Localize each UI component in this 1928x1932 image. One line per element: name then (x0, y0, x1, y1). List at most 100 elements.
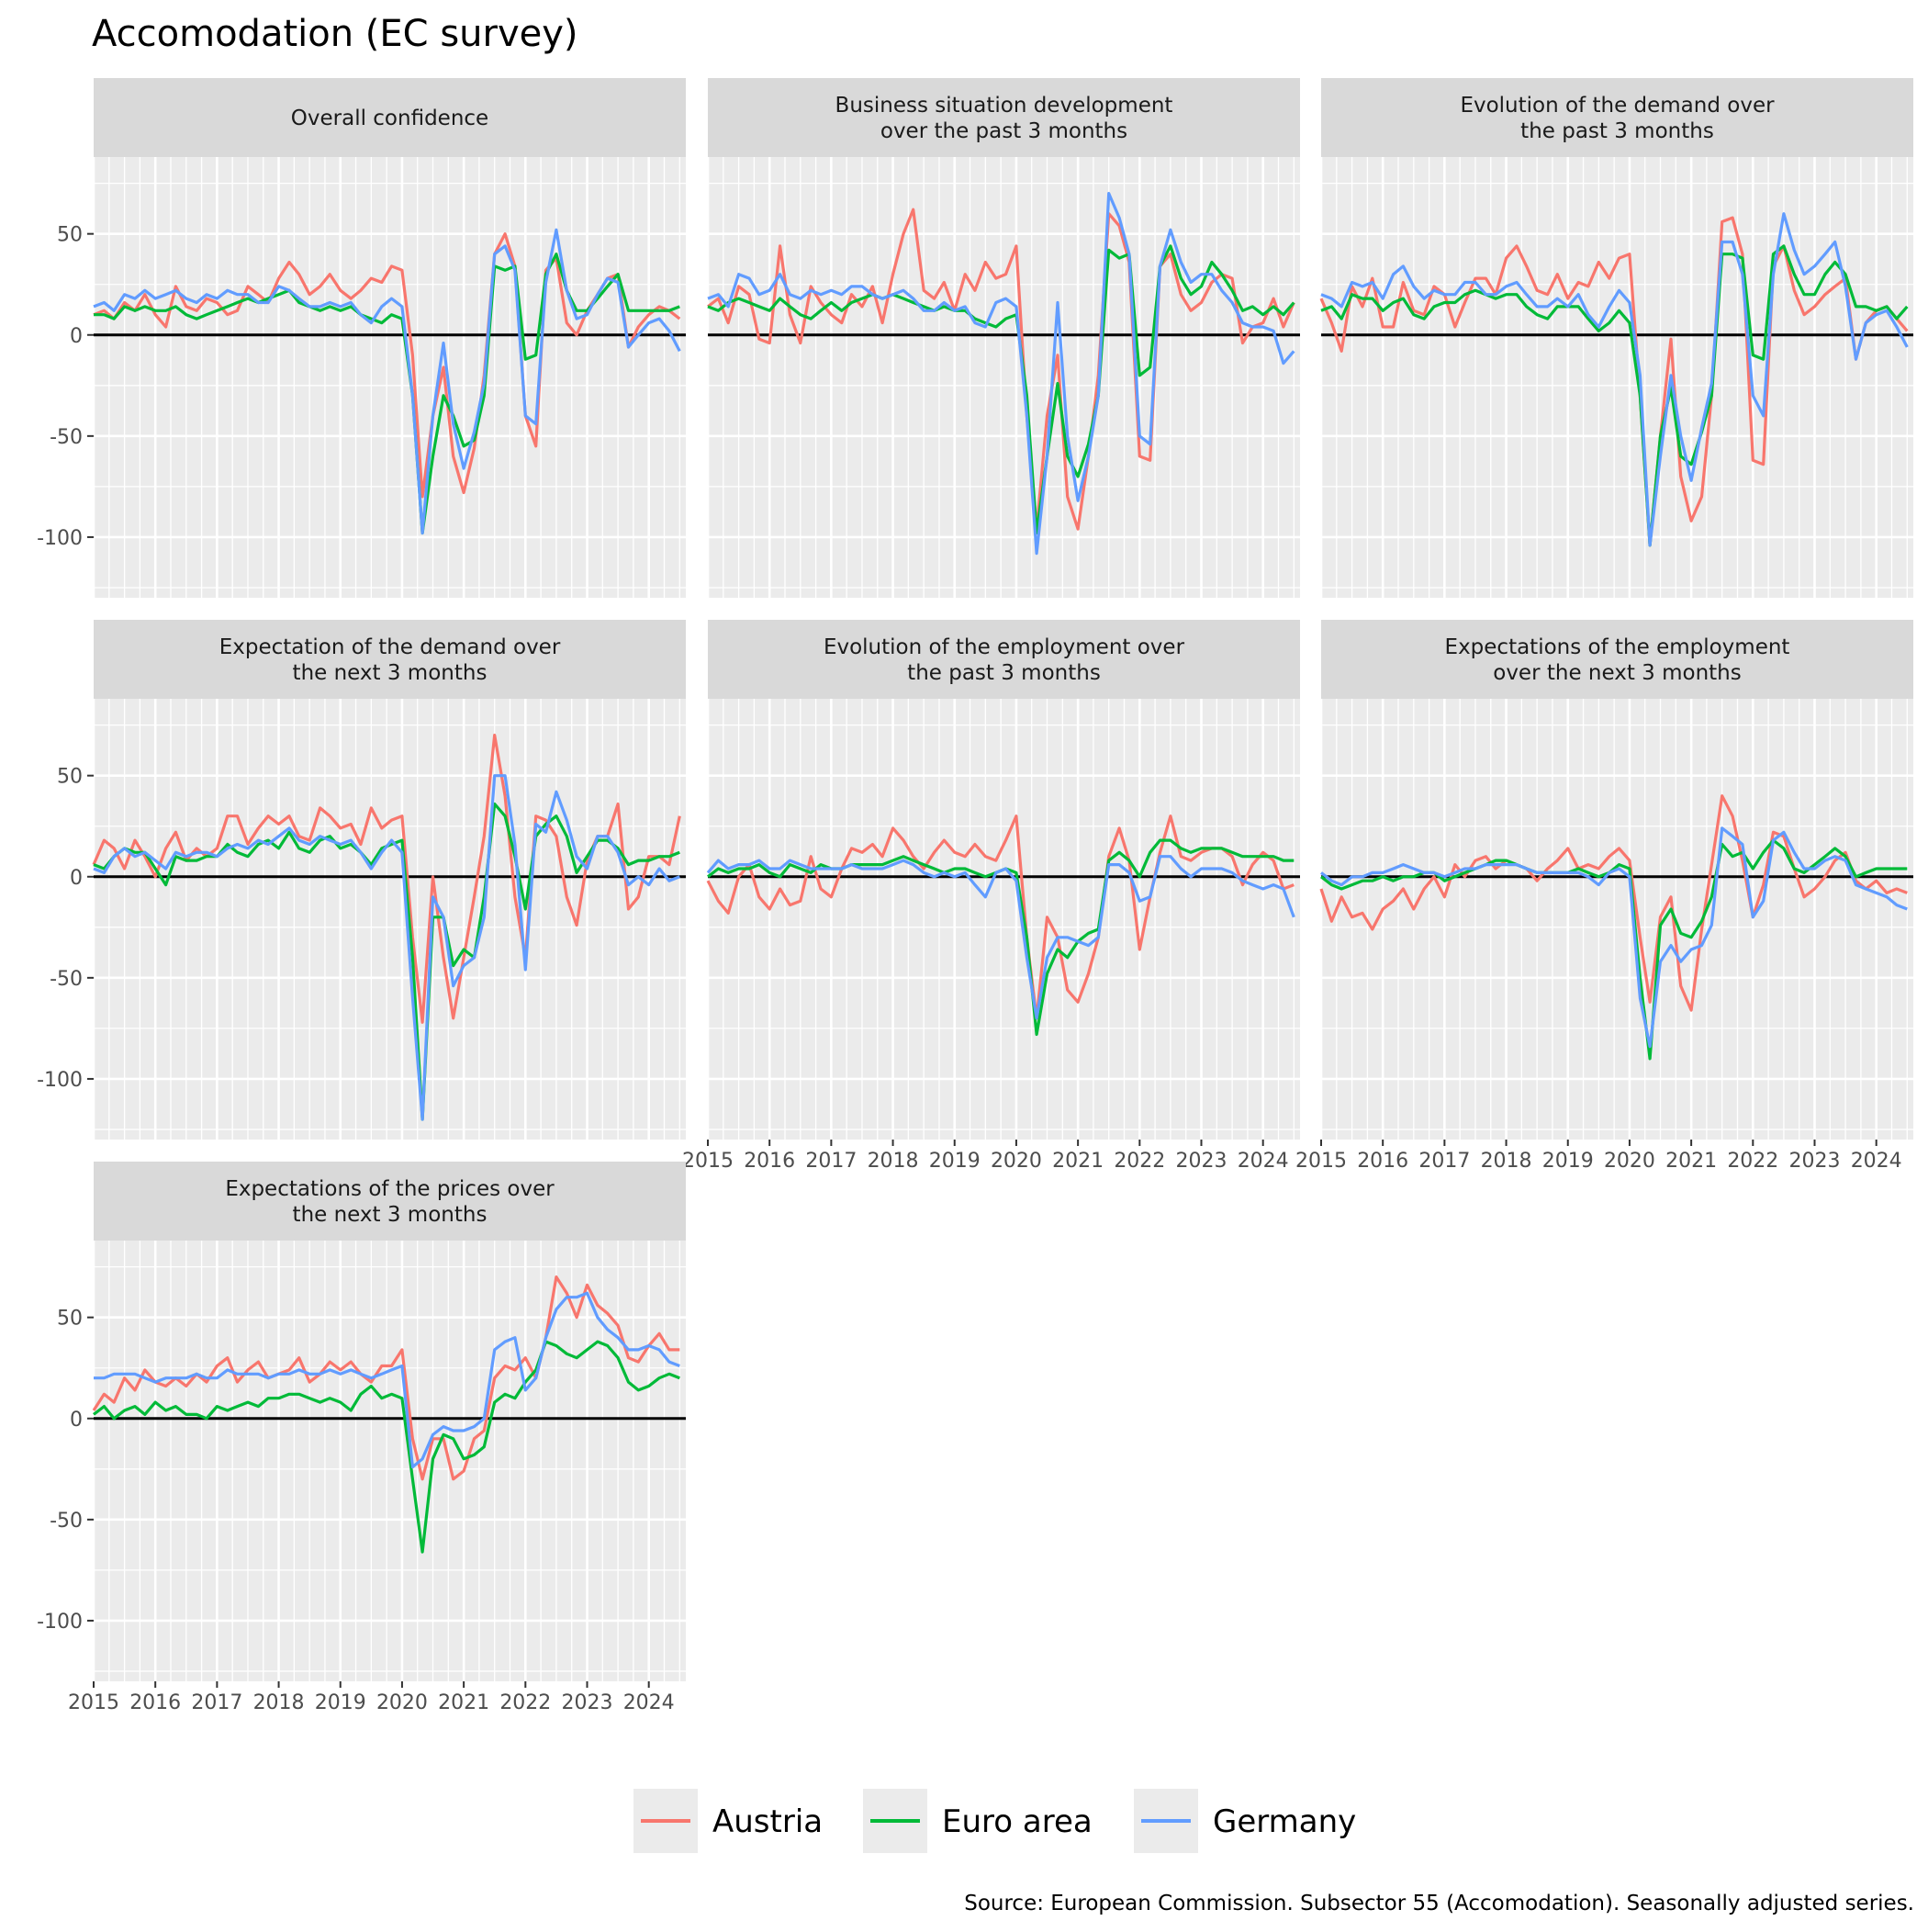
x-tick-label: 2015 (1295, 1150, 1347, 1173)
facet-title-line: Evolution of the employment over (824, 635, 1185, 659)
x-tick-label: 2023 (1789, 1150, 1841, 1173)
series-line-austria (92, 1275, 680, 1481)
facet-title-line: Expectations of the employment (1445, 635, 1790, 659)
chart-title: Accomodation (EC survey) (92, 13, 578, 55)
x-tick-label: 2016 (129, 1691, 181, 1714)
series-line-germany (94, 1291, 680, 1469)
panel-background (94, 699, 686, 1140)
facet-strip (1321, 78, 1913, 157)
legend: Austria Euro area Germany (633, 1789, 1356, 1853)
series-line-euro-area (1320, 244, 1909, 547)
facet-title-line: the next 3 months (293, 1203, 488, 1227)
x-tick-label: 2020 (1604, 1150, 1655, 1173)
x-tick-label: 2019 (315, 1691, 366, 1714)
panel-background (1321, 699, 1913, 1140)
panel-background (94, 157, 686, 598)
x-tick-label: 2017 (191, 1691, 242, 1714)
series-line-austria (93, 232, 681, 499)
facet-title-line: over the next 3 months (1493, 661, 1742, 685)
x-tick-label: 2017 (805, 1150, 857, 1173)
series-line-euro-area (93, 1340, 680, 1554)
facet-panel: Business situation development over the p… (706, 78, 1300, 598)
x-tick-label: 2024 (1238, 1150, 1289, 1173)
series-line-germany (707, 192, 1295, 556)
series-line-germany (1320, 826, 1908, 1049)
facet-title-line: Overall confidence (291, 107, 488, 130)
y-tick-label: -100 (37, 1611, 83, 1634)
legend-label: Germany (1213, 1803, 1356, 1840)
x-tick-label: 2022 (499, 1691, 551, 1714)
y-tick-label: 0 (70, 1409, 83, 1432)
y-tick-label: -50 (50, 968, 83, 991)
y-tick-label: 50 (57, 224, 83, 247)
facet-title-line: over the past 3 months (880, 119, 1127, 143)
facet-strip (708, 620, 1300, 699)
panel-background (708, 157, 1300, 598)
legend-item-euro-area: Euro area (863, 1789, 1093, 1853)
x-tick-label: 2024 (1851, 1150, 1902, 1173)
facet-strip (94, 78, 686, 157)
series-line-germany (93, 774, 680, 1121)
legend-item-germany: Germany (1134, 1789, 1356, 1853)
x-tick-label: 2019 (929, 1150, 981, 1173)
x-tick-label: 2022 (1114, 1150, 1165, 1173)
facet-title-line: the past 3 months (1520, 119, 1714, 143)
panel-background (708, 699, 1300, 1140)
facet-title: Business situation development over the p… (835, 94, 1173, 143)
facet-title-line: Expectations of the prices over (225, 1177, 555, 1201)
y-tick-label: -100 (37, 527, 83, 550)
x-tick-label: 2020 (376, 1691, 428, 1714)
y-tick-label: 0 (70, 325, 83, 348)
facet-strip (94, 620, 686, 699)
facet-panel: Expectations of the employment over the n… (1295, 620, 1913, 1173)
x-tick-label: 2023 (1176, 1150, 1227, 1173)
y-tick-label: -50 (50, 1510, 83, 1533)
series-line-germany (1320, 212, 1909, 547)
x-tick-label: 2023 (562, 1691, 613, 1714)
x-tick-label: 2024 (623, 1691, 675, 1714)
facet-panel: Expectations of the prices over the next … (37, 1162, 686, 1714)
x-tick-label: 2019 (1542, 1150, 1594, 1173)
legend-label: Austria (712, 1803, 823, 1840)
panels: Overall confidence 50 0 -50 -100 Business sit… (37, 78, 1913, 1714)
chart-caption: Source: European Commission. Subsector 5… (964, 1892, 1914, 1915)
y-tick-label: 50 (57, 1308, 83, 1331)
x-tick-label: 2018 (253, 1691, 305, 1714)
series-line-euro-area (94, 253, 680, 535)
x-tick-label: 2016 (1357, 1150, 1408, 1173)
facet-panel: Evolution of the employment over the past… (682, 620, 1300, 1173)
series-line-euro-area (707, 244, 1295, 535)
x-tick-label: 2018 (868, 1150, 919, 1173)
facet-title-line: Business situation development (835, 94, 1173, 118)
y-tick-label: -100 (37, 1069, 83, 1092)
facet-panel: Expectation of the demand over the next 3… (37, 620, 686, 1140)
x-tick-label: 2021 (438, 1691, 489, 1714)
x-tick-label: 2021 (1052, 1150, 1104, 1173)
facet-title: Evolution of the demand over the past 3 m… (1460, 94, 1775, 143)
y-tick-label: -50 (50, 426, 83, 449)
y-tick-label: 50 (57, 766, 83, 789)
facet-title-line: the next 3 months (293, 661, 488, 685)
series-line-austria (706, 814, 1295, 1020)
facet-title: Expectations of the prices over the next … (225, 1177, 555, 1227)
x-tick-label: 2018 (1481, 1150, 1532, 1173)
series-line-germany (706, 855, 1295, 1020)
facet-title-line: Evolution of the demand over (1460, 94, 1775, 118)
facet-title: Evolution of the employment over the past… (824, 635, 1185, 685)
x-tick-label: 2017 (1418, 1150, 1470, 1173)
x-tick-label: 2021 (1665, 1150, 1717, 1173)
facet-title: Overall confidence (291, 107, 488, 130)
facet-panel: Evolution of the demand over the past 3 m… (1319, 78, 1913, 598)
legend-label: Euro area (942, 1803, 1093, 1840)
facet-strip (94, 1162, 686, 1241)
facet-panel: Overall confidence 50 0 -50 -100 (37, 78, 686, 598)
panel-background (1321, 157, 1913, 598)
series-line-germany (93, 228, 681, 535)
facet-title-line: the past 3 months (907, 661, 1101, 685)
facet-strip (708, 78, 1300, 157)
legend-item-austria: Austria (633, 1789, 823, 1853)
facet-title: Expectation of the demand over the next 3… (219, 635, 561, 685)
series-line-austria (1319, 216, 1909, 547)
series-line-austria (707, 208, 1295, 531)
